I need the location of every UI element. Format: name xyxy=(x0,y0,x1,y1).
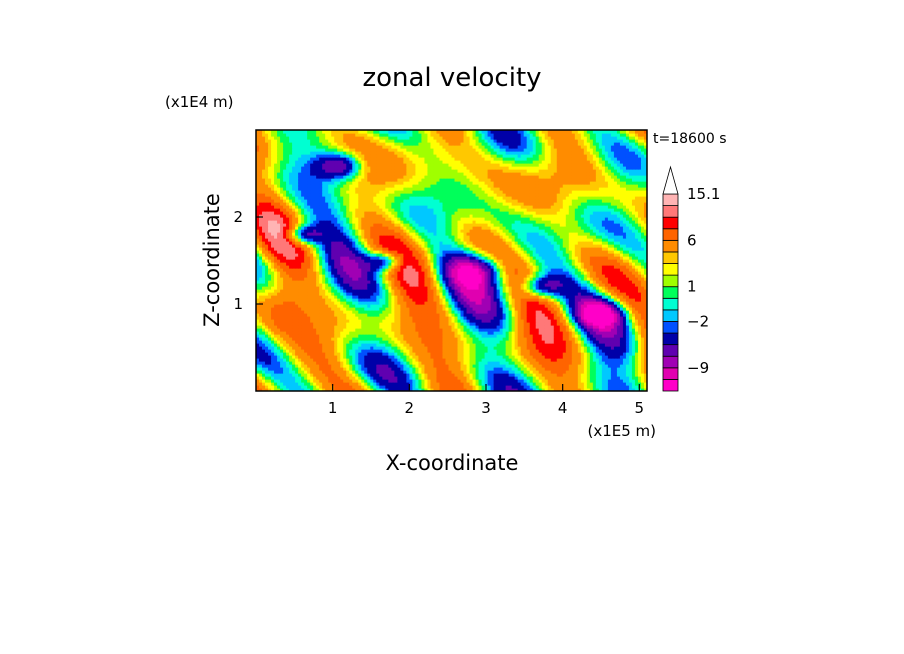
colorbar-swatch xyxy=(662,286,679,299)
chart-title: zonal velocity xyxy=(362,63,541,93)
x-tick-label: 1 xyxy=(328,399,338,417)
colorbar-swatch xyxy=(662,239,679,253)
colorbar-tick-label: 6 xyxy=(687,231,697,249)
colorbar: 15.1 6 1 −2 −9 xyxy=(662,165,720,392)
colorbar-swatch xyxy=(662,367,679,380)
colorbar-tick-label: 15.1 xyxy=(687,185,720,203)
colorbar-swatch xyxy=(662,297,679,311)
colorbar-swatch xyxy=(662,274,679,288)
colorbar-swatch xyxy=(662,321,679,334)
contour-field xyxy=(256,130,647,391)
x-axis: 1 2 3 4 5 xyxy=(328,384,644,417)
colorbar-tick-label: 1 xyxy=(687,278,697,296)
y-axis: 12 xyxy=(233,208,263,313)
x-tick-label: 5 xyxy=(635,399,645,417)
y-axis-label: Z-coordinate xyxy=(200,193,224,327)
colorbar-swatch xyxy=(662,251,679,264)
y-scale-label: (x1E4 m) xyxy=(165,93,234,111)
colorbar-swatch xyxy=(662,332,679,346)
x-scale-label: (x1E5 m) xyxy=(587,422,656,440)
colorbar-extend-arrow xyxy=(662,165,679,195)
colorbar-swatch xyxy=(662,228,679,241)
colorbar-swatch xyxy=(662,193,679,206)
colorbar-swatch xyxy=(662,216,679,230)
colorbar-tick-label: −9 xyxy=(687,359,709,377)
y-tick-label: 1 xyxy=(233,295,243,313)
colorbar-swatch xyxy=(662,205,679,218)
colorbar-swatch xyxy=(662,263,679,276)
time-label: t=18600 s xyxy=(653,131,727,147)
x-tick-label: 3 xyxy=(481,399,491,417)
colorbar-swatch xyxy=(662,344,679,357)
plot-frame xyxy=(255,129,648,392)
colorbar-tick-label: −2 xyxy=(687,312,709,330)
colorbar-swatch xyxy=(662,379,679,392)
x-tick-label: 2 xyxy=(405,399,415,417)
x-tick-label: 4 xyxy=(558,399,568,417)
x-axis-label: X-coordinate xyxy=(386,451,519,475)
colorbar-swatch xyxy=(662,309,679,322)
y-tick-label: 2 xyxy=(233,208,243,226)
colorbar-swatch xyxy=(662,355,679,369)
